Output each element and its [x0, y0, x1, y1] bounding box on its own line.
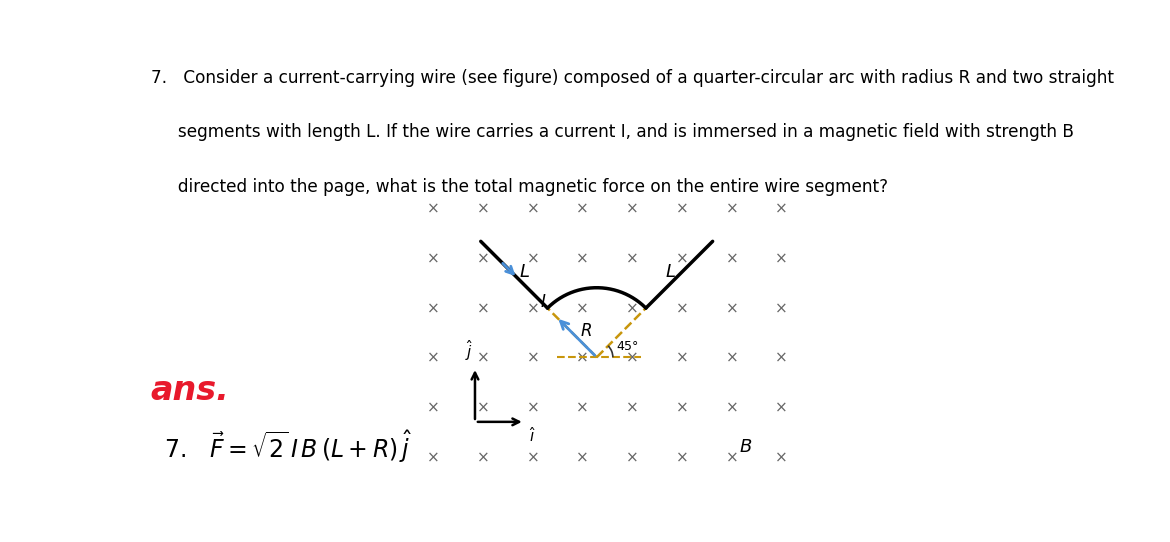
Text: $\times$: $\times$	[426, 350, 439, 365]
Text: $\times$: $\times$	[525, 350, 538, 365]
Text: $\times$: $\times$	[775, 449, 787, 464]
Text: $\times$: $\times$	[576, 201, 589, 216]
Text: $\times$: $\times$	[625, 449, 638, 464]
Text: $\times$: $\times$	[775, 350, 787, 365]
Text: $R$: $R$	[579, 322, 592, 340]
Text: $\times$: $\times$	[724, 250, 737, 266]
Text: $\times$: $\times$	[476, 350, 489, 365]
Text: $\hat{j}$: $\hat{j}$	[464, 338, 474, 363]
Text: directed into the page, what is the total magnetic force on the entire wire segm: directed into the page, what is the tota…	[151, 178, 888, 196]
Text: 7.   $\vec{F} = \sqrt{2}\, I\, B\, (L + R)\, \hat{j}$: 7. $\vec{F} = \sqrt{2}\, I\, B\, (L + R)…	[164, 428, 412, 464]
Text: $\times$: $\times$	[576, 300, 589, 315]
Text: $\times$: $\times$	[724, 201, 737, 216]
Text: $\times$: $\times$	[576, 399, 589, 415]
Text: $\times$: $\times$	[675, 350, 688, 365]
Text: $\times$: $\times$	[775, 201, 787, 216]
Text: $\times$: $\times$	[625, 300, 638, 315]
Text: $\times$: $\times$	[775, 300, 787, 315]
Text: 7.   Consider a current-carrying wire (see figure) composed of a quarter-circula: 7. Consider a current-carrying wire (see…	[151, 69, 1114, 87]
Text: $\hat{\imath}$: $\hat{\imath}$	[529, 426, 536, 445]
Text: $\times$: $\times$	[476, 250, 489, 266]
Text: $\times$: $\times$	[525, 449, 538, 464]
Text: $\times$: $\times$	[426, 449, 439, 464]
Text: $\times$: $\times$	[426, 250, 439, 266]
Text: $\times$: $\times$	[625, 350, 638, 365]
Text: $45°$: $45°$	[615, 340, 639, 353]
Text: $\times$: $\times$	[525, 300, 538, 315]
Text: $\times$: $\times$	[625, 250, 638, 266]
Text: $\times$: $\times$	[525, 201, 538, 216]
Text: $I$: $I$	[541, 293, 546, 311]
Text: $\times$: $\times$	[476, 201, 489, 216]
Text: $\times$: $\times$	[675, 201, 688, 216]
Text: $\times$: $\times$	[724, 399, 737, 415]
Text: $\times$: $\times$	[724, 449, 737, 464]
Text: $\times$: $\times$	[426, 399, 439, 415]
Text: $\times$: $\times$	[476, 300, 489, 315]
Text: $\times$: $\times$	[724, 350, 737, 365]
Text: $\times$: $\times$	[576, 250, 589, 266]
Text: $\times$: $\times$	[675, 449, 688, 464]
Text: $B$: $B$	[739, 438, 752, 456]
Text: $\times$: $\times$	[775, 250, 787, 266]
Text: $\times$: $\times$	[625, 399, 638, 415]
Text: $L$: $L$	[518, 263, 530, 281]
Text: $\times$: $\times$	[476, 399, 489, 415]
Text: ans.: ans.	[151, 374, 229, 407]
Text: $\times$: $\times$	[576, 350, 589, 365]
Text: $\times$: $\times$	[576, 449, 589, 464]
Text: $\times$: $\times$	[724, 300, 737, 315]
Text: $\times$: $\times$	[675, 399, 688, 415]
Text: $\times$: $\times$	[525, 250, 538, 266]
Text: $\times$: $\times$	[476, 449, 489, 464]
Text: $\times$: $\times$	[675, 250, 688, 266]
Text: $\times$: $\times$	[426, 300, 439, 315]
Text: segments with length L. If the wire carries a current I, and is immersed in a ma: segments with length L. If the wire carr…	[151, 124, 1074, 141]
Text: $\times$: $\times$	[625, 201, 638, 216]
Text: $\times$: $\times$	[426, 201, 439, 216]
Text: $L$: $L$	[665, 263, 676, 281]
Text: $\times$: $\times$	[775, 399, 787, 415]
Text: $\times$: $\times$	[525, 399, 538, 415]
Text: $\times$: $\times$	[675, 300, 688, 315]
